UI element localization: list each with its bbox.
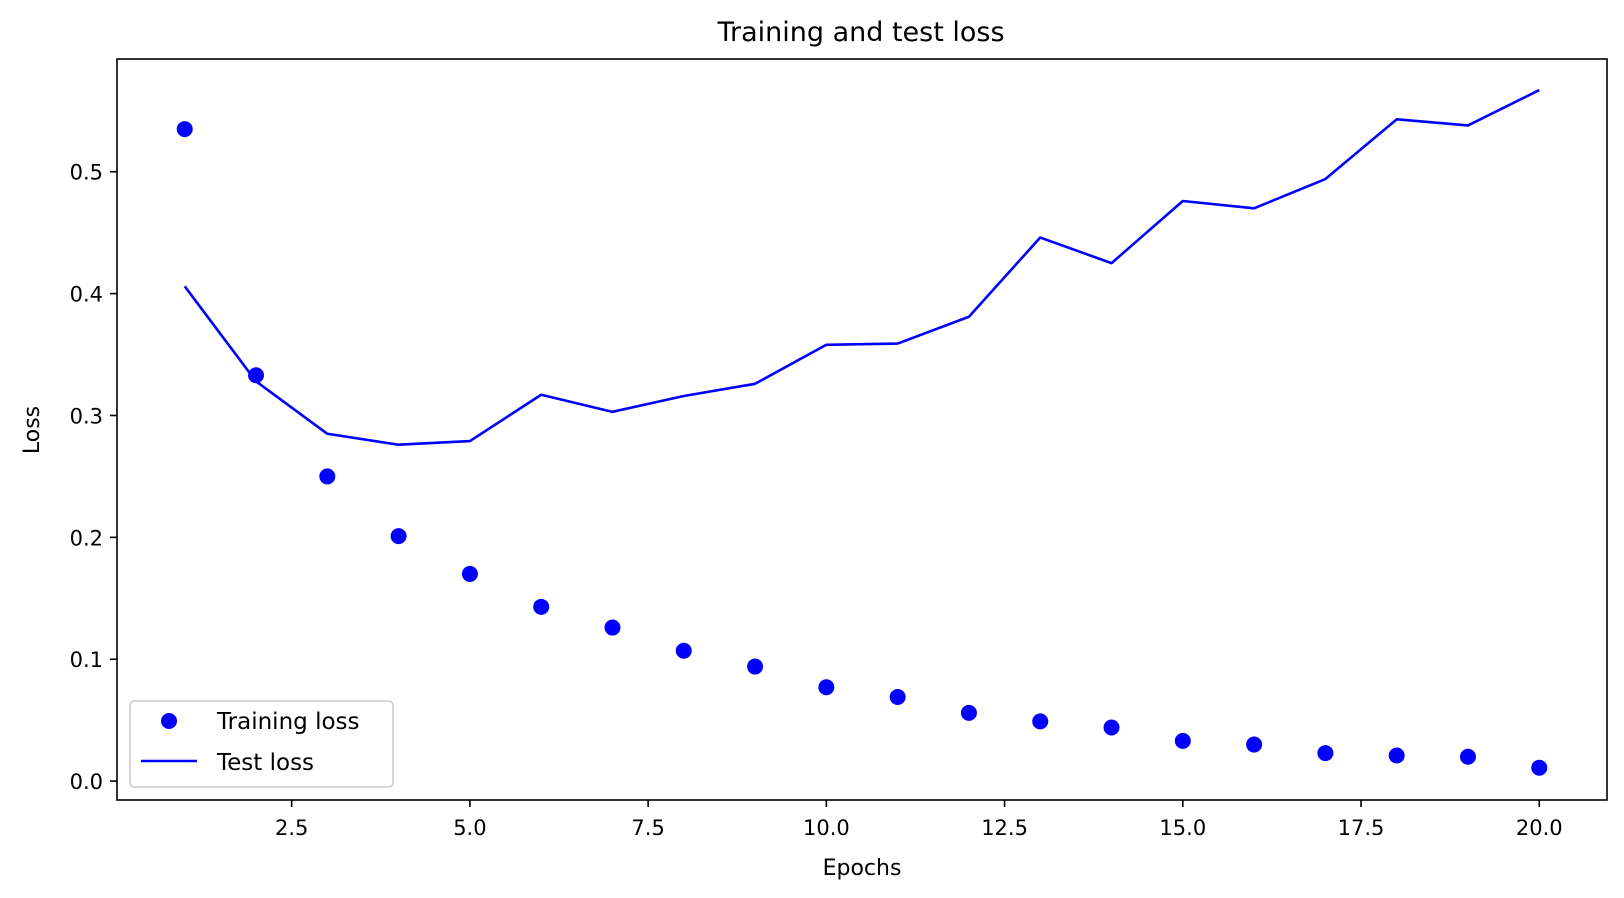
- y-tick-label: 0.4: [70, 283, 103, 307]
- x-tick-label: 7.5: [631, 816, 664, 840]
- axes: 2.5 5.0 7.5 10.0 12.5 15.0 17.5 20.0 0.0 0.1 0.2 0.…: [70, 161, 1563, 840]
- x-tick-label: 5.0: [453, 816, 486, 840]
- training-loss-point: [604, 619, 621, 636]
- y-axis-label: Loss: [20, 406, 45, 454]
- x-tick-label: 15.0: [1159, 816, 1206, 840]
- x-axis-label: Epochs: [823, 856, 902, 881]
- legend-training-label: Training loss: [216, 709, 360, 735]
- training-loss-point: [176, 121, 193, 138]
- training-loss-point: [1388, 747, 1405, 764]
- training-loss-point: [889, 689, 906, 706]
- training-loss-point: [1174, 732, 1191, 749]
- training-loss-point: [747, 658, 764, 675]
- legend-box: [129, 700, 394, 788]
- training-loss-point: [960, 704, 977, 721]
- plot-frame: [116, 58, 1608, 801]
- x-tick-label: 10.0: [803, 816, 850, 840]
- legend-test-label: Test loss: [216, 750, 314, 776]
- training-loss-point: [1032, 713, 1049, 730]
- x-tick-label: 20.0: [1516, 816, 1563, 840]
- test-loss-line: [183, 88, 1540, 447]
- training-loss-point: [1459, 748, 1476, 765]
- training-loss-point: [1531, 759, 1548, 776]
- training-loss-point: [248, 367, 265, 384]
- y-tick-label: 0.0: [70, 770, 103, 794]
- training-loss-point: [533, 598, 550, 615]
- y-tick-label: 0.5: [70, 161, 103, 185]
- training-loss-point: [675, 642, 692, 659]
- training-loss-point: [1246, 736, 1263, 753]
- x-tick-label: 17.5: [1338, 816, 1385, 840]
- training-loss-point: [1103, 719, 1120, 736]
- x-tick-label: 2.5: [275, 816, 308, 840]
- training-loss-point: [1317, 745, 1334, 762]
- plot-area: [176, 88, 1548, 776]
- training-loss-point: [461, 565, 478, 582]
- training-loss-point: [818, 679, 835, 696]
- legend-training-marker: [161, 713, 177, 729]
- training-loss-point: [390, 528, 407, 545]
- legend: Training loss Test loss: [129, 700, 394, 788]
- chart-title: Training and test loss: [716, 17, 1004, 48]
- y-tick-label: 0.2: [70, 526, 103, 550]
- x-tick-label: 12.5: [981, 816, 1028, 840]
- y-tick-label: 0.1: [70, 648, 103, 672]
- y-tick-label: 0.3: [70, 404, 103, 428]
- training-loss-point: [319, 468, 336, 485]
